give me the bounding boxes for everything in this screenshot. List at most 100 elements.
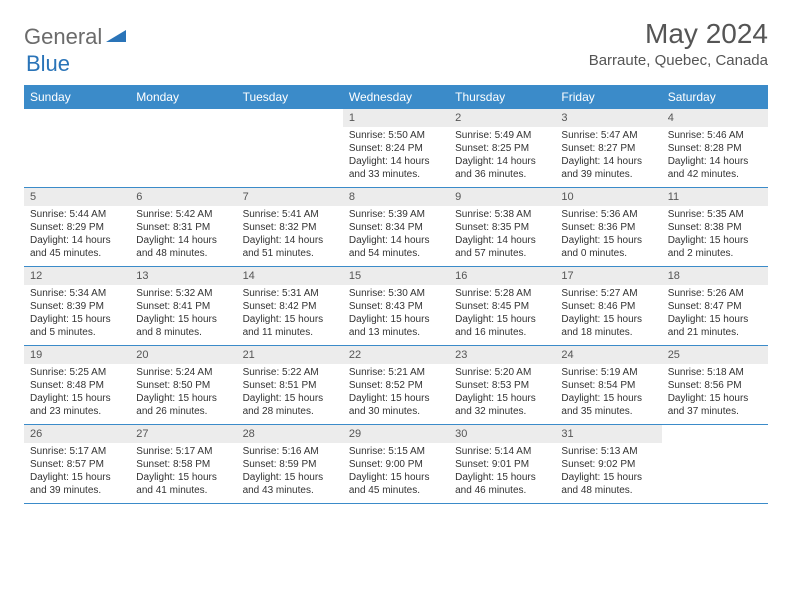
daylight-text: Daylight: 15 hours and 39 minutes. [30,471,124,497]
daylight-text: Daylight: 15 hours and 5 minutes. [30,313,124,339]
day-body: Sunrise: 5:32 AMSunset: 8:41 PMDaylight:… [130,285,236,343]
day-body: Sunrise: 5:38 AMSunset: 8:35 PMDaylight:… [449,206,555,264]
sunrise-text: Sunrise: 5:25 AM [30,366,124,379]
day-body: Sunrise: 5:25 AMSunset: 8:48 PMDaylight:… [24,364,130,422]
sunset-text: Sunset: 8:32 PM [243,221,337,234]
day-body: Sunrise: 5:50 AMSunset: 8:24 PMDaylight:… [343,127,449,185]
daylight-text: Daylight: 15 hours and 18 minutes. [561,313,655,339]
day-number: 12 [24,267,130,285]
sunrise-text: Sunrise: 5:18 AM [668,366,762,379]
day-number: 19 [24,346,130,364]
sunset-text: Sunset: 9:02 PM [561,458,655,471]
day-body: Sunrise: 5:27 AMSunset: 8:46 PMDaylight:… [555,285,661,343]
sunset-text: Sunset: 8:58 PM [136,458,230,471]
daylight-text: Daylight: 15 hours and 11 minutes. [243,313,337,339]
day-cell: 3 Sunrise: 5:47 AMSunset: 8:27 PMDaylight… [555,109,661,187]
day-body: Sunrise: 5:39 AMSunset: 8:34 PMDaylight:… [343,206,449,264]
calendar: SundayMondayTuesdayWednesdayThursdayFrid… [24,85,768,504]
day-body: Sunrise: 5:42 AMSunset: 8:31 PMDaylight:… [130,206,236,264]
day-body: Sunrise: 5:20 AMSunset: 8:53 PMDaylight:… [449,364,555,422]
day-cell: 30Sunrise: 5:14 AMSunset: 9:01 PMDayligh… [449,425,555,503]
day-header-wednesday: Wednesday [343,85,449,109]
day-number: 4 [662,109,768,127]
day-header-row: SundayMondayTuesdayWednesdayThursdayFrid… [24,85,768,109]
day-body: Sunrise: 5:22 AMSunset: 8:51 PMDaylight:… [237,364,343,422]
sunrise-text: Sunrise: 5:50 AM [349,129,443,142]
day-body: Sunrise: 5:21 AMSunset: 8:52 PMDaylight:… [343,364,449,422]
sunrise-text: Sunrise: 5:49 AM [455,129,549,142]
day-number: 6 [130,188,236,206]
sunrise-text: Sunrise: 5:14 AM [455,445,549,458]
day-body: Sunrise: 5:15 AMSunset: 9:00 PMDaylight:… [343,443,449,501]
sunrise-text: Sunrise: 5:39 AM [349,208,443,221]
sunrise-text: Sunrise: 5:30 AM [349,287,443,300]
day-cell: 9Sunrise: 5:38 AMSunset: 8:35 PMDaylight… [449,188,555,266]
location: Barraute, Quebec, Canada [589,52,768,69]
logo-text-blue: Blue [26,51,70,76]
day-number: 30 [449,425,555,443]
daylight-text: Daylight: 15 hours and 37 minutes. [668,392,762,418]
logo: General [24,18,128,50]
day-number: 2 [449,109,555,127]
day-number: 3 [555,109,661,127]
day-body: Sunrise: 5:26 AMSunset: 8:47 PMDaylight:… [662,285,768,343]
sunset-text: Sunset: 8:24 PM [349,142,443,155]
day-number: 26 [24,425,130,443]
day-body: Sunrise: 5:49 AMSunset: 8:25 PMDaylight:… [449,127,555,185]
sunset-text: Sunset: 8:35 PM [455,221,549,234]
day-body: Sunrise: 5:17 AMSunset: 8:58 PMDaylight:… [130,443,236,501]
sunrise-text: Sunrise: 5:26 AM [668,287,762,300]
day-cell: 2Sunrise: 5:49 AMSunset: 8:25 PMDaylight… [449,109,555,187]
day-cell: 1Sunrise: 5:50 AMSunset: 8:24 PMDaylight… [343,109,449,187]
daylight-text: Daylight: 14 hours and 39 minutes. [561,155,655,181]
day-number: 7 [237,188,343,206]
day-cell-empty: . [237,109,343,187]
logo-text-general: General [24,24,102,50]
sunset-text: Sunset: 8:28 PM [668,142,762,155]
sunrise-text: Sunrise: 5:24 AM [136,366,230,379]
sunrise-text: Sunrise: 5:21 AM [349,366,443,379]
day-cell: 11Sunrise: 5:35 AMSunset: 8:38 PMDayligh… [662,188,768,266]
day-cell: 22Sunrise: 5:21 AMSunset: 8:52 PMDayligh… [343,346,449,424]
daylight-text: Daylight: 15 hours and 30 minutes. [349,392,443,418]
day-body: Sunrise: 5:34 AMSunset: 8:39 PMDaylight:… [24,285,130,343]
day-cell: 28Sunrise: 5:16 AMSunset: 8:59 PMDayligh… [237,425,343,503]
sunset-text: Sunset: 8:27 PM [561,142,655,155]
day-body: Sunrise: 5:28 AMSunset: 8:45 PMDaylight:… [449,285,555,343]
sunrise-text: Sunrise: 5:42 AM [136,208,230,221]
day-cell: 12Sunrise: 5:34 AMSunset: 8:39 PMDayligh… [24,267,130,345]
day-cell: 27Sunrise: 5:17 AMSunset: 8:58 PMDayligh… [130,425,236,503]
sunset-text: Sunset: 8:39 PM [30,300,124,313]
sunset-text: Sunset: 8:43 PM [349,300,443,313]
day-number: 14 [237,267,343,285]
day-body: Sunrise: 5:36 AMSunset: 8:36 PMDaylight:… [555,206,661,264]
daylight-text: Daylight: 14 hours and 54 minutes. [349,234,443,260]
daylight-text: Daylight: 14 hours and 51 minutes. [243,234,337,260]
day-cell: 20Sunrise: 5:24 AMSunset: 8:50 PMDayligh… [130,346,236,424]
day-cell-empty: . [662,425,768,503]
day-cell-empty: . [24,109,130,187]
day-cell: 7Sunrise: 5:41 AMSunset: 8:32 PMDaylight… [237,188,343,266]
day-number: 21 [237,346,343,364]
daylight-text: Daylight: 15 hours and 48 minutes. [561,471,655,497]
sunrise-text: Sunrise: 5:47 AM [561,129,655,142]
daylight-text: Daylight: 15 hours and 35 minutes. [561,392,655,418]
day-number: 9 [449,188,555,206]
sunset-text: Sunset: 8:31 PM [136,221,230,234]
day-number: 15 [343,267,449,285]
sunset-text: Sunset: 8:52 PM [349,379,443,392]
sunset-text: Sunset: 8:56 PM [668,379,762,392]
day-header-friday: Friday [555,85,661,109]
day-body: Sunrise: 5:13 AMSunset: 9:02 PMDaylight:… [555,443,661,501]
sunrise-text: Sunrise: 5:22 AM [243,366,337,379]
week-row: 26Sunrise: 5:17 AMSunset: 8:57 PMDayligh… [24,425,768,504]
day-body: Sunrise: 5:44 AMSunset: 8:29 PMDaylight:… [24,206,130,264]
daylight-text: Daylight: 14 hours and 33 minutes. [349,155,443,181]
sunrise-text: Sunrise: 5:17 AM [30,445,124,458]
day-body: Sunrise: 5:24 AMSunset: 8:50 PMDaylight:… [130,364,236,422]
sunset-text: Sunset: 9:00 PM [349,458,443,471]
week-row: 12Sunrise: 5:34 AMSunset: 8:39 PMDayligh… [24,267,768,346]
sunset-text: Sunset: 8:34 PM [349,221,443,234]
sunset-text: Sunset: 8:25 PM [455,142,549,155]
day-body: Sunrise: 5:35 AMSunset: 8:38 PMDaylight:… [662,206,768,264]
